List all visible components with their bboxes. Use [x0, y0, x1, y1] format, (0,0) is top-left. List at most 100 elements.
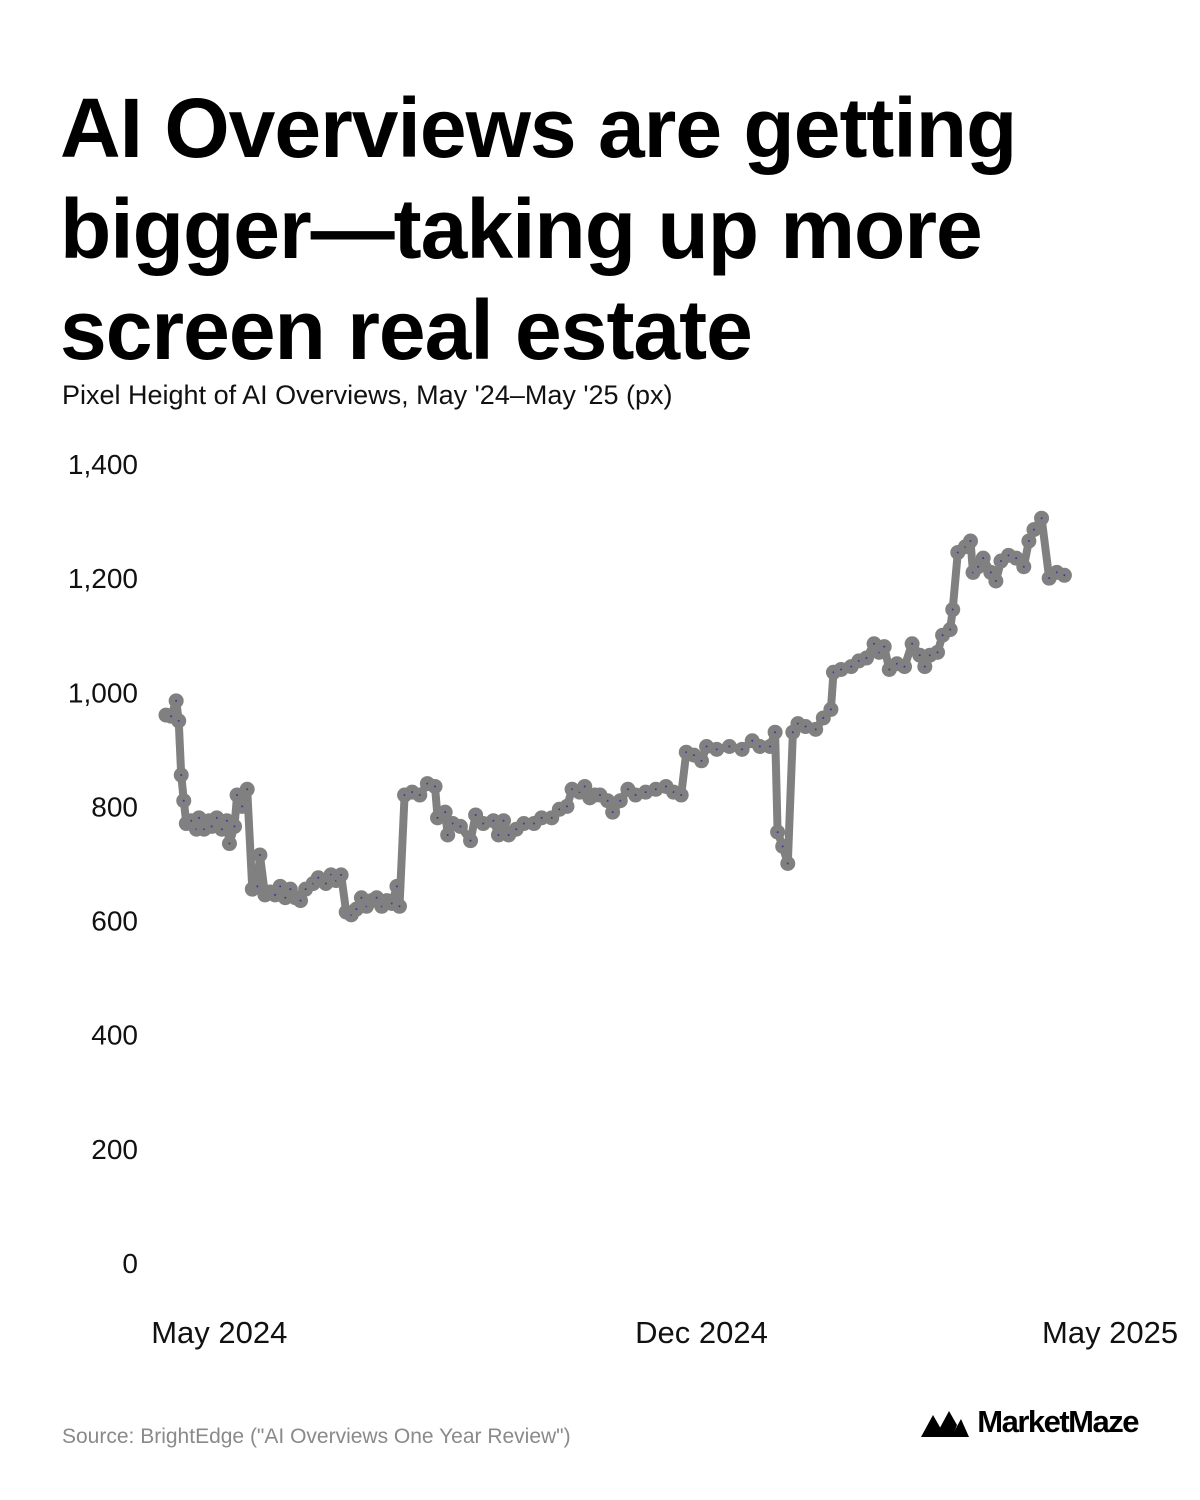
data-point-center: [822, 716, 825, 719]
y-tick-label: 1,400: [68, 449, 138, 480]
data-point-center: [956, 551, 959, 554]
data-point-center: [776, 831, 779, 834]
data-point-center: [680, 794, 683, 797]
data-point-center: [492, 819, 495, 822]
data-point-center: [182, 799, 185, 802]
data-point-center: [700, 759, 703, 762]
data-point-center: [418, 794, 421, 797]
data-point-center: [444, 811, 447, 814]
data-point-center: [459, 825, 462, 828]
data-point-center: [177, 719, 180, 722]
data-point-center: [304, 888, 307, 891]
data-point-center: [532, 822, 535, 825]
data-point-center: [274, 893, 277, 896]
data-point-center: [705, 745, 708, 748]
data-point-center: [951, 608, 954, 611]
data-point-center: [751, 739, 754, 742]
data-point-center: [923, 665, 926, 668]
data-point-center: [664, 785, 667, 788]
data-point-center: [175, 699, 178, 702]
data-point-center: [865, 657, 868, 660]
x-tick-label: May 2025: [1042, 1315, 1178, 1350]
data-point-center: [804, 725, 807, 728]
data-point-center: [220, 828, 223, 831]
data-point-center: [228, 842, 231, 845]
data-point-center: [482, 822, 485, 825]
data-point-center: [256, 885, 259, 888]
y-tick-label: 200: [91, 1134, 138, 1165]
data-point-center: [644, 791, 647, 794]
x-tick-label: Dec 2024: [635, 1315, 768, 1350]
data-point-center: [446, 833, 449, 836]
data-point-center: [565, 805, 568, 808]
marketmaze-logo-icon: [921, 1411, 970, 1437]
data-point-center: [918, 654, 921, 657]
source-note: Source: BrightEdge ("AI Overviews One Ye…: [62, 1425, 571, 1448]
data-point-center: [598, 794, 601, 797]
data-point-center: [515, 828, 518, 831]
data-point-center: [550, 816, 553, 819]
line-chart: 0 200 400 600 800 1,000 1,200 1,400 May 2024 Dec …: [68, 449, 1178, 1350]
data-point-center: [791, 731, 794, 734]
data-point-center: [982, 557, 985, 560]
data-point-center: [522, 822, 525, 825]
data-point-center: [1063, 574, 1066, 577]
data-point-center: [941, 634, 944, 637]
data-point-center: [474, 813, 477, 816]
data-point-center: [715, 748, 718, 751]
brand-name: MarketMaze: [977, 1404, 1139, 1439]
data-point-center: [741, 748, 744, 751]
data-point-center: [258, 853, 261, 856]
data-point-center: [758, 745, 761, 748]
y-tick-label: 1,200: [68, 563, 138, 594]
y-tick-label: 600: [91, 906, 138, 937]
data-point-center: [497, 833, 500, 836]
data-point-center: [883, 645, 886, 648]
data-point-center: [903, 665, 906, 668]
data-point-center: [781, 845, 784, 848]
data-point-center: [786, 862, 789, 865]
data-point-center: [317, 876, 320, 879]
data-point-center: [999, 560, 1002, 563]
data-point-center: [507, 833, 510, 836]
data-point-center: [1027, 540, 1030, 543]
data-point-center: [233, 825, 236, 828]
data-point-center: [284, 896, 287, 899]
data-point-center: [1032, 528, 1035, 531]
data-point-center: [324, 882, 327, 885]
data-point-center: [1040, 517, 1043, 520]
data-point-center: [215, 816, 218, 819]
data-point-center: [949, 628, 952, 631]
data-point-center: [692, 754, 695, 757]
x-tick-label: May 2024: [151, 1315, 287, 1350]
data-point-center: [977, 565, 980, 568]
data-point-center: [1048, 577, 1051, 580]
data-point-center: [502, 819, 505, 822]
data-point-center: [434, 785, 437, 788]
data-point-center: [840, 668, 843, 671]
data-point-center: [989, 571, 992, 574]
data-point-center: [210, 825, 213, 828]
data-point-center: [969, 540, 972, 543]
chart-title: AI Overviews are getting bigger—taking u…: [60, 81, 1017, 377]
data-point-center: [398, 905, 401, 908]
y-tick-label: 400: [91, 1020, 138, 1051]
series-line: [162, 514, 1069, 919]
data-point-center: [829, 708, 832, 711]
data-point-center: [360, 896, 363, 899]
data-point-center: [814, 728, 817, 731]
data-point-center: [626, 788, 629, 791]
data-point-center: [279, 885, 282, 888]
data-point-center: [873, 642, 876, 645]
data-point-center: [1022, 565, 1025, 568]
data-point-center: [769, 745, 772, 748]
data-point-center: [611, 811, 614, 814]
data-point-center: [340, 873, 343, 876]
data-point-center: [888, 668, 891, 671]
data-point-center: [469, 839, 472, 842]
data-point-center: [994, 579, 997, 582]
data-point-center: [540, 816, 543, 819]
data-point-center: [583, 785, 586, 788]
data-point-center: [170, 715, 173, 718]
data-point-center: [619, 799, 622, 802]
